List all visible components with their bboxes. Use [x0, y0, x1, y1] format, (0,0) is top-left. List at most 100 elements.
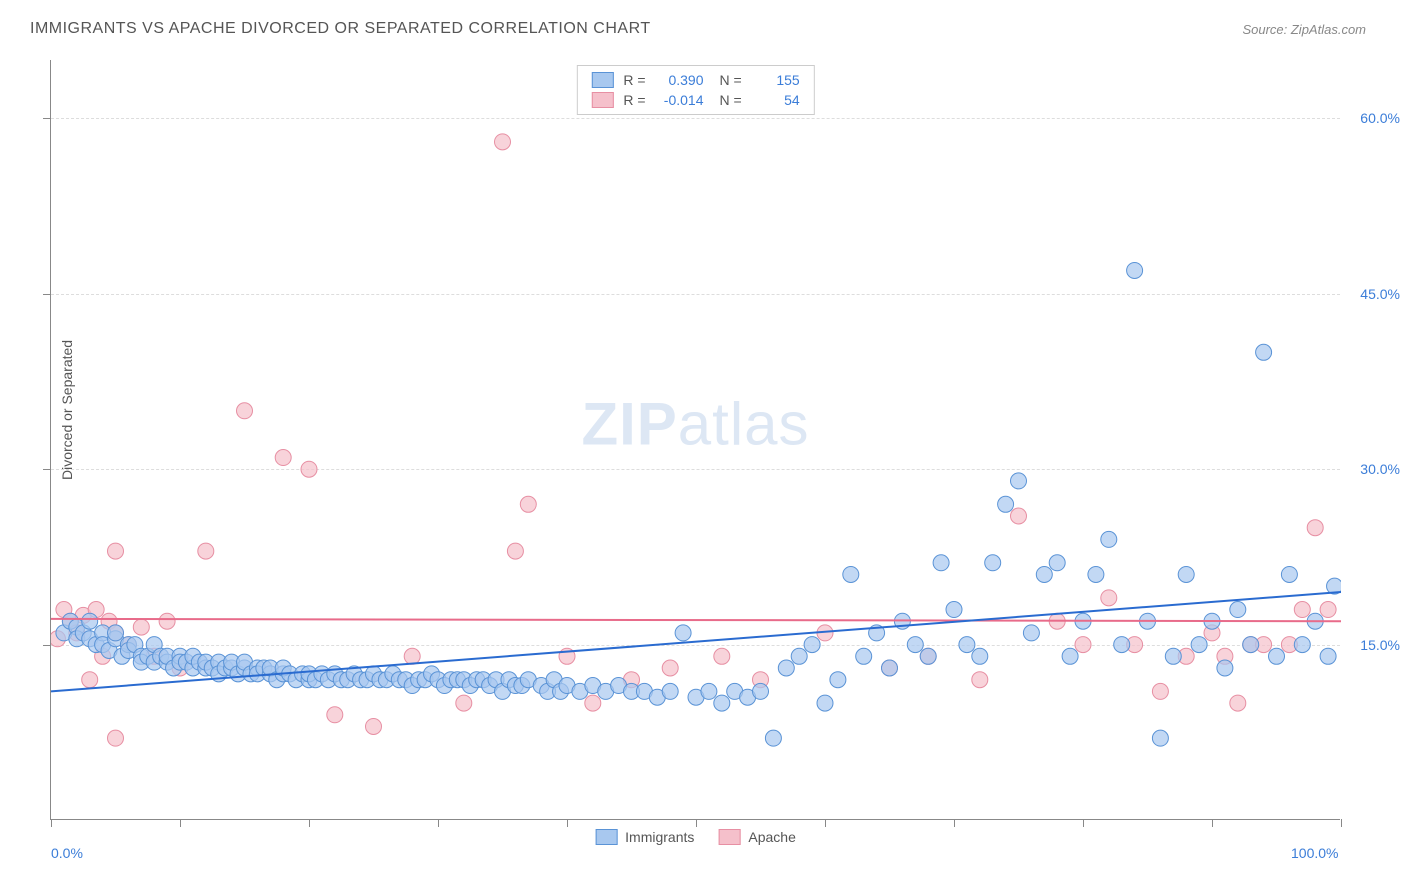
legend-item-apache: Apache — [718, 829, 795, 845]
legend-swatch-immigrants — [591, 72, 613, 88]
scatter-point — [714, 695, 730, 711]
legend-n-value-b: 54 — [752, 92, 800, 108]
legend-r-value-a: 0.390 — [656, 72, 704, 88]
legend-swatch-apache — [718, 829, 740, 845]
xtick-mark — [567, 819, 568, 827]
scatter-point — [159, 613, 175, 629]
source-attribution: Source: ZipAtlas.com — [1242, 22, 1366, 37]
scatter-point — [998, 496, 1014, 512]
legend-r-label: R = — [623, 72, 645, 88]
scatter-point — [701, 683, 717, 699]
scatter-svg — [51, 60, 1341, 820]
scatter-point — [1114, 637, 1130, 653]
scatter-point — [237, 403, 253, 419]
scatter-point — [882, 660, 898, 676]
scatter-point — [1127, 262, 1143, 278]
legend-label-immigrants: Immigrants — [625, 829, 694, 845]
scatter-point — [1075, 637, 1091, 653]
chart-title: IMMIGRANTS VS APACHE DIVORCED OR SEPARAT… — [30, 20, 651, 38]
scatter-point — [1062, 648, 1078, 664]
scatter-point — [1011, 508, 1027, 524]
scatter-point — [675, 625, 691, 641]
scatter-point — [82, 613, 98, 629]
xtick-mark — [954, 819, 955, 827]
scatter-point — [907, 637, 923, 653]
legend-label-apache: Apache — [748, 829, 795, 845]
scatter-point — [1023, 625, 1039, 641]
ytick-mark — [43, 294, 51, 295]
xtick-mark — [1083, 819, 1084, 827]
scatter-point — [753, 683, 769, 699]
ytick-mark — [43, 469, 51, 470]
scatter-point — [1307, 520, 1323, 536]
scatter-point — [585, 695, 601, 711]
scatter-point — [456, 695, 472, 711]
scatter-point — [108, 543, 124, 559]
xtick-mark — [51, 819, 52, 827]
scatter-point — [1191, 637, 1207, 653]
scatter-point — [1217, 660, 1233, 676]
scatter-point — [1036, 566, 1052, 582]
scatter-point — [1243, 637, 1259, 653]
scatter-point — [275, 450, 291, 466]
legend-r-value-b: -0.014 — [656, 92, 704, 108]
ytick-label: 45.0% — [1345, 286, 1400, 302]
legend-stats-row-a: R = 0.390 N = 155 — [591, 72, 799, 88]
ytick-mark — [43, 118, 51, 119]
legend-series: Immigrants Apache — [595, 829, 796, 845]
legend-stats-row-b: R = -0.014 N = 54 — [591, 92, 799, 108]
plot-area: Divorced or Separated 15.0%30.0%45.0%60.… — [50, 60, 1340, 820]
scatter-point — [985, 555, 1001, 571]
scatter-point — [714, 648, 730, 664]
scatter-point — [1230, 695, 1246, 711]
ytick-label: 15.0% — [1345, 637, 1400, 653]
scatter-point — [843, 566, 859, 582]
ytick-mark — [43, 645, 51, 646]
scatter-point — [804, 637, 820, 653]
scatter-point — [198, 543, 214, 559]
scatter-point — [1165, 648, 1181, 664]
scatter-point — [1088, 566, 1104, 582]
scatter-point — [1178, 566, 1194, 582]
scatter-point — [507, 543, 523, 559]
ytick-label: 30.0% — [1345, 461, 1400, 477]
scatter-point — [1101, 590, 1117, 606]
scatter-point — [791, 648, 807, 664]
scatter-point — [520, 496, 536, 512]
scatter-point — [108, 730, 124, 746]
scatter-point — [1320, 602, 1336, 618]
scatter-point — [1256, 344, 1272, 360]
scatter-point — [1011, 473, 1027, 489]
scatter-point — [817, 695, 833, 711]
scatter-point — [1101, 531, 1117, 547]
scatter-point — [1152, 730, 1168, 746]
scatter-point — [1049, 555, 1065, 571]
scatter-point — [856, 648, 872, 664]
legend-n-label: N = — [720, 72, 742, 88]
legend-r-label: R = — [623, 92, 645, 108]
scatter-point — [778, 660, 794, 676]
xtick-mark — [1212, 819, 1213, 827]
trend-line — [51, 592, 1341, 691]
scatter-point — [765, 730, 781, 746]
scatter-point — [1320, 648, 1336, 664]
legend-swatch-immigrants — [595, 829, 617, 845]
scatter-point — [1294, 602, 1310, 618]
legend-stats: R = 0.390 N = 155 R = -0.014 N = 54 — [576, 65, 814, 115]
scatter-point — [972, 672, 988, 688]
scatter-point — [920, 648, 936, 664]
xtick-mark — [696, 819, 697, 827]
scatter-point — [1281, 566, 1297, 582]
scatter-point — [959, 637, 975, 653]
scatter-point — [662, 683, 678, 699]
scatter-point — [366, 718, 382, 734]
legend-item-immigrants: Immigrants — [595, 829, 694, 845]
scatter-point — [108, 625, 124, 641]
xtick-mark — [1341, 819, 1342, 827]
legend-n-label: N = — [720, 92, 742, 108]
xtick-mark — [180, 819, 181, 827]
scatter-point — [1152, 683, 1168, 699]
xtick-mark — [309, 819, 310, 827]
scatter-point — [972, 648, 988, 664]
xtick-mark — [438, 819, 439, 827]
